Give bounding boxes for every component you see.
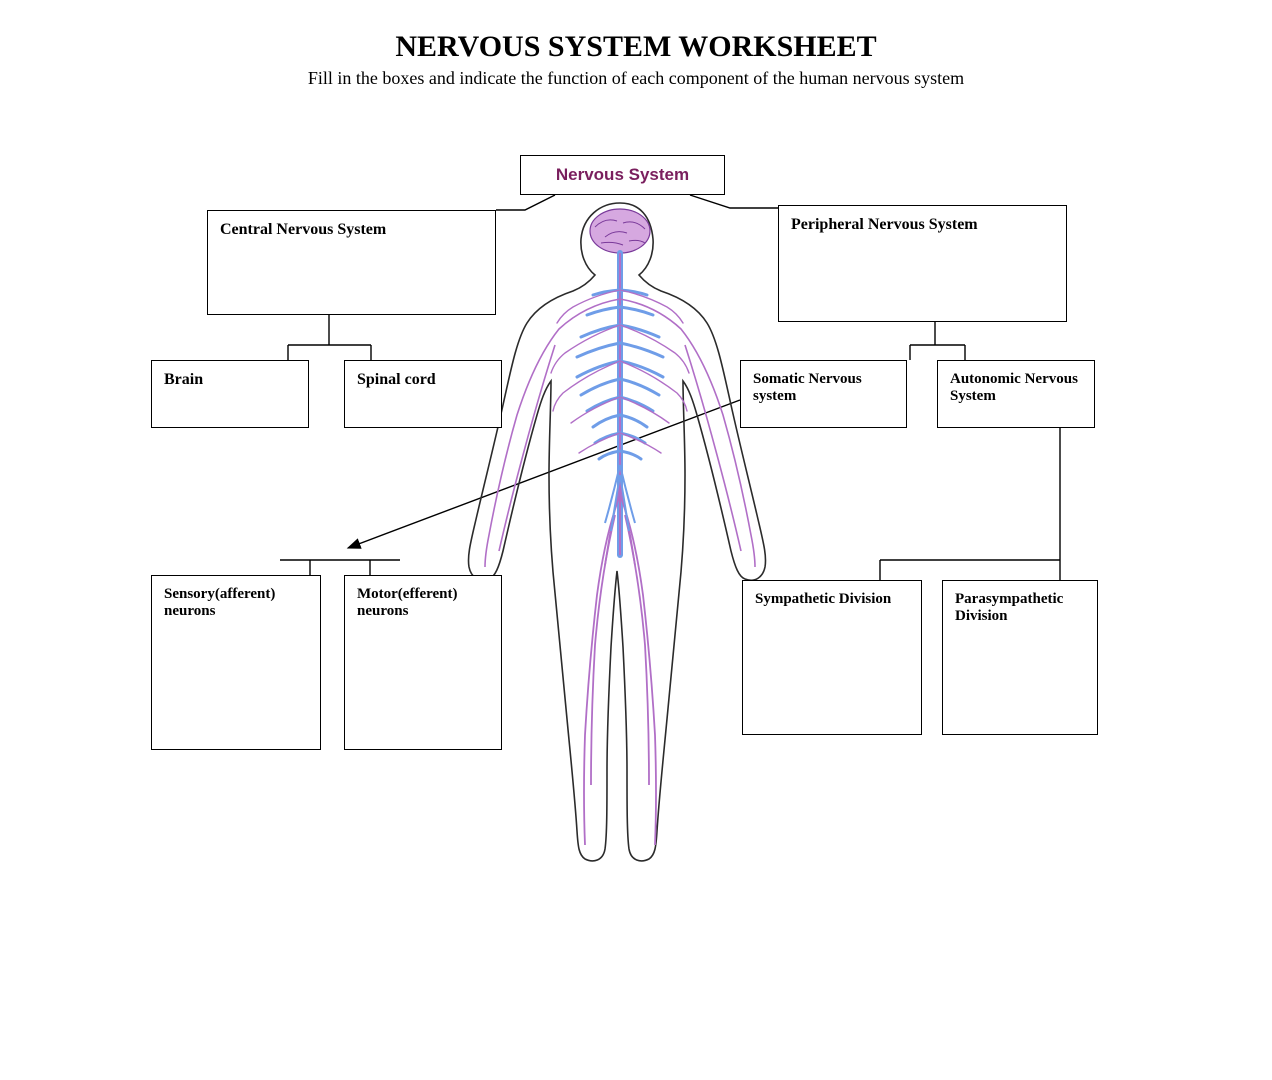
box-sensory-afferent-neurons[interactable]: Sensory(afferent) neurons <box>151 575 321 750</box>
page-subtitle: Fill in the boxes and indicate the funct… <box>0 68 1272 89</box>
box-motor-efferent-neurons[interactable]: Motor(efferent) neurons <box>344 575 502 750</box>
box-central-nervous-system[interactable]: Central Nervous System <box>207 210 496 315</box>
page-title: NERVOUS SYSTEM WORKSHEET <box>0 30 1272 64</box>
box-parasympathetic-division[interactable]: Parasympathetic Division <box>942 580 1098 735</box>
box-peripheral-nervous-system[interactable]: Peripheral Nervous System <box>778 205 1067 322</box>
worksheet-page: NERVOUS SYSTEM WORKSHEET Fill in the box… <box>0 0 1272 1080</box>
box-brain[interactable]: Brain <box>151 360 309 428</box>
brain-icon <box>590 209 650 253</box>
box-autonomic-nervous-system[interactable]: Autonomic Nervous System <box>937 360 1095 428</box>
human-body-illustration <box>455 195 785 875</box>
box-somatic-nervous-system[interactable]: Somatic Nervous system <box>740 360 907 428</box>
box-nervous-system[interactable]: Nervous System <box>520 155 725 195</box>
box-sympathetic-division[interactable]: Sympathetic Division <box>742 580 922 735</box>
box-spinal-cord[interactable]: Spinal cord <box>344 360 502 428</box>
